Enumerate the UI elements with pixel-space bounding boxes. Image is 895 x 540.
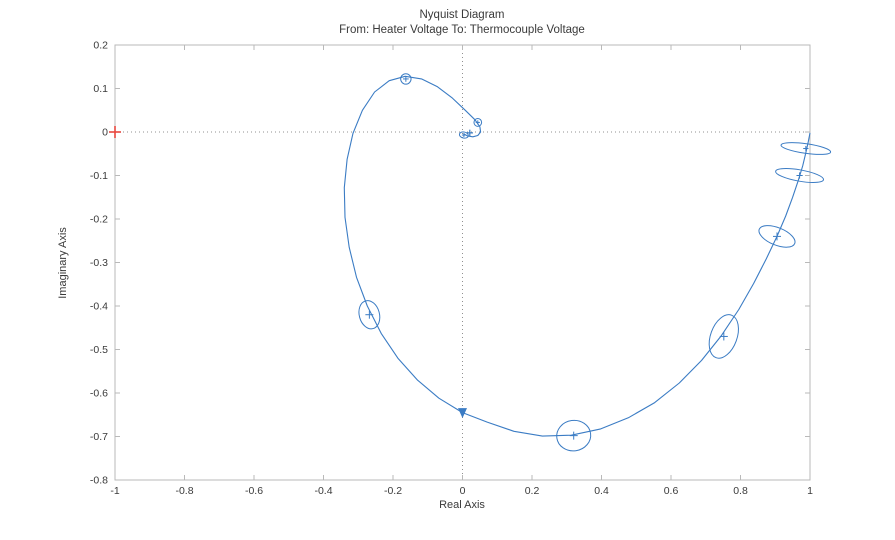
uncertainty-ellipse [458, 131, 469, 139]
uncertainty-ellipse [708, 314, 739, 359]
y-tick-label: -0.3 [90, 257, 108, 269]
x-tick-label: -1 [110, 485, 119, 497]
x-tick-label: -0.8 [175, 485, 193, 497]
y-tick-label: -0.4 [90, 301, 108, 313]
y-tick-label: 0.2 [93, 40, 108, 52]
uncertainty-ellipse [780, 142, 832, 155]
uncertainty-ellipse [758, 225, 796, 248]
nyquist-curve [343, 75, 811, 437]
frequency-arrow [458, 408, 467, 419]
x-tick-label: 0.2 [525, 485, 540, 497]
y-tick-label: -0.5 [90, 344, 108, 356]
uncertainty-ellipse [358, 300, 381, 330]
y-tick-label: -0.7 [90, 431, 108, 443]
x-tick-label: 0.4 [594, 485, 609, 497]
x-axis-label: Real Axis [439, 499, 485, 511]
chart-subtitle: From: Heater Voltage To: Thermocouple Vo… [339, 24, 585, 36]
x-tick-label: 1 [807, 485, 813, 497]
y-tick-label: -0.6 [90, 388, 108, 400]
y-tick-label: 0 [102, 127, 108, 139]
x-tick-label: -0.2 [384, 485, 402, 497]
y-tick-label: -0.2 [90, 214, 108, 226]
uncertainty-ellipse [556, 419, 592, 452]
uncertainty-ellipse [775, 168, 825, 183]
chart-title: Nyquist Diagram [420, 9, 505, 21]
uncertainty-ellipse [400, 73, 412, 85]
x-tick-label: 0.6 [664, 485, 679, 497]
x-tick-label: -0.6 [245, 485, 263, 497]
uncertainty-ellipse [473, 118, 483, 127]
x-tick-label: 0.8 [733, 485, 748, 497]
y-tick-label: -0.1 [90, 170, 108, 182]
x-tick-label: 0 [460, 485, 466, 497]
plot-area: -1 -0.8 -0.6 -0.4 -0.2 0 0.2 0.4 0.6 0.8 1-0.8-0.7… [90, 40, 832, 497]
x-tick-label: -0.4 [314, 485, 332, 497]
y-tick-label: -0.8 [90, 475, 108, 487]
y-tick-label: 0.1 [93, 83, 108, 95]
y-axis-label: Imaginary Axis [57, 227, 69, 299]
